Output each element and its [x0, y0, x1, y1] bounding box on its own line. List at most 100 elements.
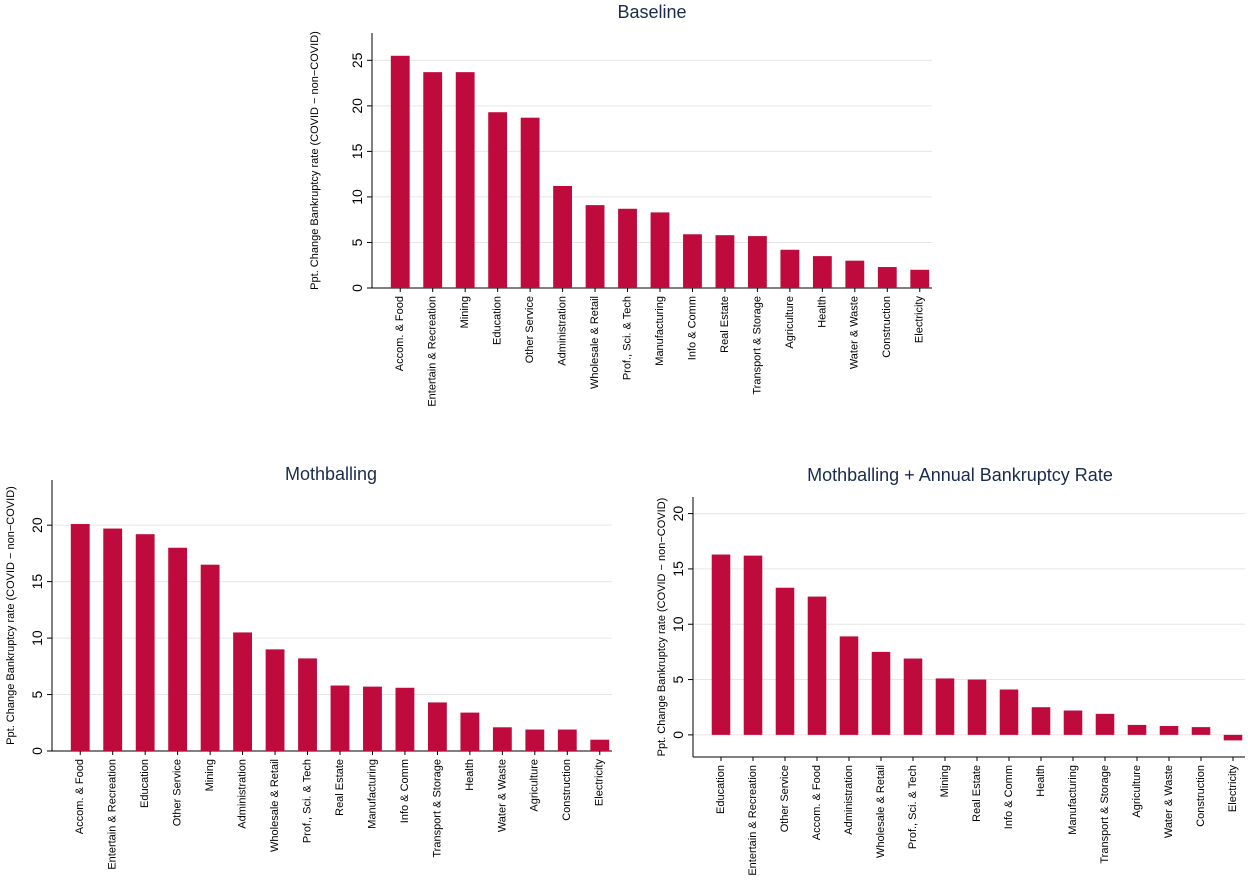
- bar: [839, 636, 859, 735]
- chart-title: Baseline: [617, 2, 686, 22]
- x-tick-label: Other Service: [779, 765, 791, 832]
- bar: [395, 687, 415, 751]
- x-tick-label: Transport & Storage: [1099, 765, 1111, 864]
- x-tick-label: Education: [715, 765, 727, 814]
- x-tick-label: Agriculture: [529, 759, 541, 812]
- x-tick-label: Accom. & Food: [811, 765, 823, 840]
- bar: [683, 234, 702, 288]
- y-axis-label: Ppt. Change Bankruptcy rate (COVID − non…: [656, 498, 668, 757]
- bar: [1223, 734, 1243, 741]
- bar: [780, 249, 800, 288]
- x-tick-label: Electricity: [594, 759, 606, 807]
- bar: [618, 208, 637, 288]
- x-tick-label: Info & Comm: [1003, 765, 1015, 829]
- y-axis-label: Ppt. Change Bankruptcy rate (COVID − non…: [5, 486, 17, 745]
- bar: [1063, 710, 1083, 735]
- y-tick-label: 20: [670, 506, 686, 522]
- bar: [711, 554, 731, 735]
- x-tick-label: Water & Waste: [496, 759, 508, 832]
- bar: [363, 686, 382, 751]
- x-tick-label: Prof., Sci. & Tech: [621, 296, 633, 380]
- x-tick-label: Mining: [204, 759, 216, 791]
- bar: [999, 689, 1019, 735]
- x-tick-label: Real Estate: [719, 296, 731, 353]
- x-tick-label: Agriculture: [1131, 765, 1143, 818]
- bar: [1191, 727, 1211, 735]
- x-tick-label: Transport & Storage: [751, 296, 763, 395]
- y-tick-label: 5: [29, 690, 45, 698]
- chart-title: Mothballing: [285, 464, 377, 484]
- y-axis-label: Ppt. Change Bankruptcy rate (COVID − non…: [309, 31, 321, 290]
- bar: [455, 72, 475, 289]
- bar: [330, 685, 350, 751]
- x-tick-label: Wholesale & Retail: [875, 765, 887, 858]
- x-tick-label: Electricity: [1227, 765, 1239, 813]
- bar: [775, 587, 795, 735]
- bar: [233, 632, 253, 751]
- x-tick-label: Entertain & Recreation: [747, 765, 759, 876]
- y-tick-label: 20: [349, 98, 365, 114]
- bar: [715, 235, 735, 288]
- bar: [967, 679, 987, 735]
- chart-title: Mothballing + Annual Bankruptcy Rate: [807, 465, 1113, 485]
- x-tick-label: Construction: [561, 759, 573, 821]
- bar: [743, 555, 763, 735]
- y-tick-label: 10: [349, 189, 365, 205]
- x-tick-label: Health: [1035, 765, 1047, 797]
- x-tick-label: Prof., Sci. & Tech: [301, 759, 313, 843]
- x-tick-label: Prof., Sci. & Tech: [907, 765, 919, 849]
- bar: [423, 72, 443, 289]
- x-tick-label: Administration: [556, 296, 568, 366]
- bar: [877, 267, 897, 288]
- bar: [460, 712, 480, 751]
- x-tick-label: Info & Comm: [399, 759, 411, 823]
- x-tick-label: Real Estate: [334, 759, 346, 816]
- y-tick-label: 25: [349, 52, 365, 68]
- bar: [557, 729, 577, 751]
- x-tick-label: Real Estate: [971, 765, 983, 822]
- bar: [1095, 713, 1115, 735]
- x-tick-label: Mining: [459, 296, 471, 328]
- y-tick-label: 10: [670, 616, 686, 632]
- bar: [871, 651, 891, 735]
- y-tick-label: 0: [670, 731, 686, 739]
- bar: [492, 727, 512, 751]
- x-tick-label: Mining: [939, 765, 951, 797]
- bar: [845, 260, 865, 288]
- bar: [903, 658, 923, 735]
- x-tick-label: Entertain & Recreation: [427, 296, 439, 407]
- x-tick-label: Accom. & Food: [394, 296, 406, 371]
- x-tick-label: Wholesale & Retail: [589, 296, 601, 389]
- bar: [747, 236, 767, 288]
- x-tick-label: Construction: [1195, 765, 1207, 827]
- bar: [553, 186, 573, 288]
- x-tick-label: Administration: [843, 765, 855, 835]
- bar: [525, 729, 545, 751]
- bar: [1031, 707, 1051, 735]
- bar: [298, 658, 317, 751]
- bar: [935, 678, 955, 735]
- x-tick-label: Other Service: [172, 759, 184, 826]
- x-tick-label: Transport & Storage: [431, 759, 443, 858]
- y-tick-label: 0: [29, 747, 45, 755]
- bar: [807, 596, 827, 735]
- x-tick-label: Construction: [881, 296, 893, 358]
- bar: [650, 212, 670, 288]
- bar: [103, 528, 123, 751]
- x-tick-label: Agriculture: [784, 296, 796, 349]
- bar: [70, 524, 90, 751]
- x-tick-label: Entertain & Recreation: [107, 759, 119, 870]
- bar: [488, 112, 508, 288]
- bar: [812, 256, 832, 288]
- x-tick-label: Administration: [236, 759, 248, 829]
- bar: [590, 739, 610, 751]
- x-tick-label: Water & Waste: [1163, 765, 1175, 838]
- y-tick-label: 10: [29, 630, 45, 646]
- bar: [265, 649, 285, 751]
- x-tick-label: Other Service: [524, 296, 536, 363]
- x-tick-label: Manufacturing: [1067, 765, 1079, 835]
- x-tick-label: Info & Comm: [686, 296, 698, 360]
- y-tick-label: 15: [670, 561, 686, 577]
